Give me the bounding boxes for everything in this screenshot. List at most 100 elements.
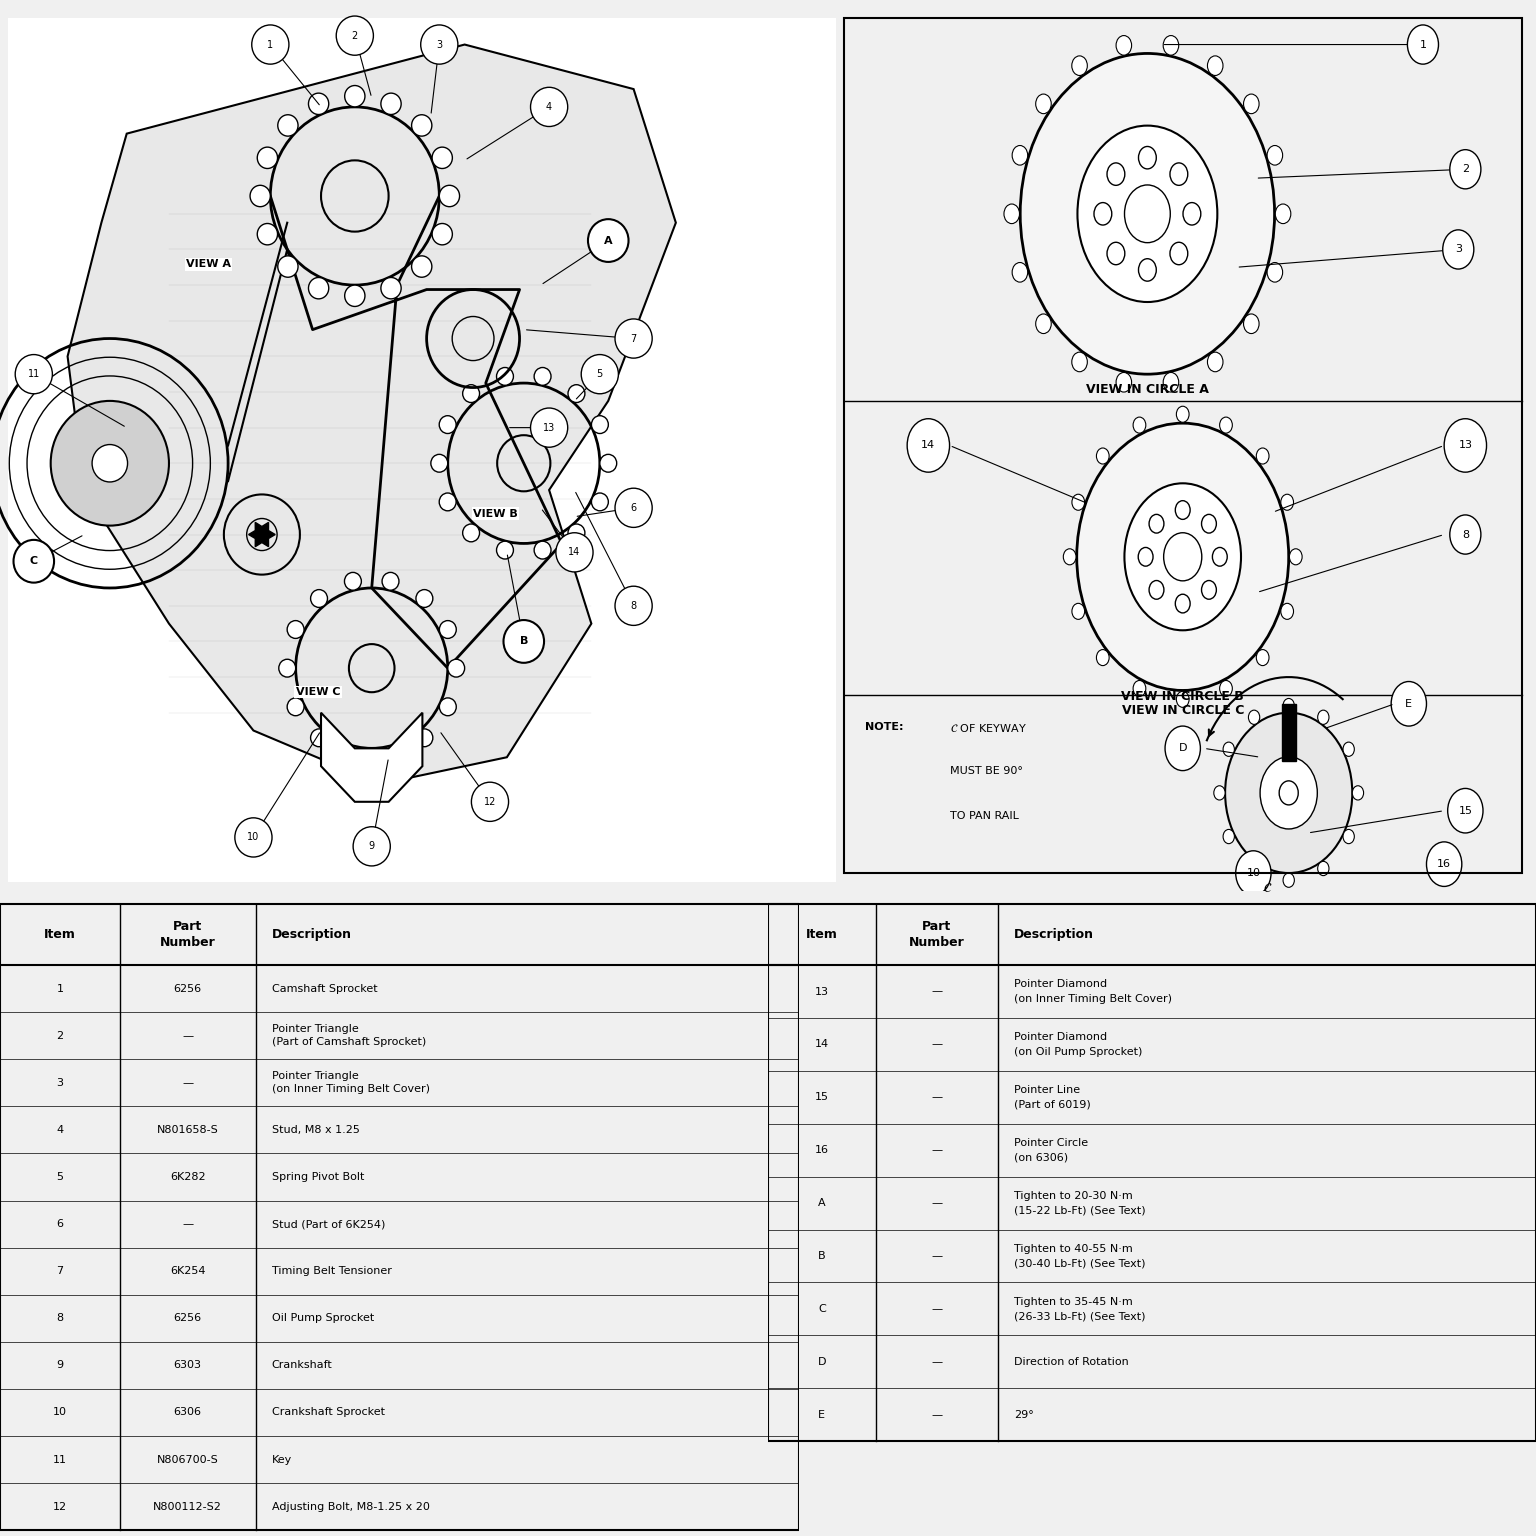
- Circle shape: [1072, 604, 1084, 619]
- Circle shape: [1107, 243, 1124, 264]
- Text: Direction of Rotation: Direction of Rotation: [1014, 1356, 1129, 1367]
- Text: VIEW IN CIRCLE A: VIEW IN CIRCLE A: [1086, 382, 1209, 396]
- Polygon shape: [321, 713, 422, 802]
- Text: (on Oil Pump Sprocket): (on Oil Pump Sprocket): [1014, 1048, 1143, 1057]
- Circle shape: [1407, 25, 1439, 65]
- Text: 13: 13: [544, 422, 554, 433]
- Circle shape: [1020, 54, 1275, 375]
- Circle shape: [1223, 742, 1235, 756]
- Text: Part
Number: Part Number: [160, 920, 215, 949]
- Text: Crankshaft: Crankshaft: [272, 1361, 332, 1370]
- Text: Spring Pivot Bolt: Spring Pivot Bolt: [272, 1172, 364, 1183]
- Circle shape: [591, 493, 608, 511]
- Text: 9: 9: [57, 1361, 63, 1370]
- Text: 16: 16: [814, 1146, 829, 1155]
- Text: Pointer Diamond: Pointer Diamond: [1014, 1032, 1107, 1041]
- Polygon shape: [249, 522, 275, 547]
- Circle shape: [353, 826, 390, 866]
- Circle shape: [278, 115, 298, 137]
- Text: Part
Number: Part Number: [909, 920, 965, 949]
- Circle shape: [1318, 862, 1329, 876]
- Circle shape: [581, 355, 619, 393]
- Text: (Part of Camshaft Sprocket): (Part of Camshaft Sprocket): [272, 1037, 425, 1048]
- Text: —: —: [931, 1198, 943, 1209]
- Circle shape: [1175, 501, 1190, 519]
- Text: 7: 7: [630, 333, 637, 344]
- Bar: [768, 903, 1536, 1441]
- Text: —: —: [931, 1040, 943, 1049]
- Circle shape: [15, 355, 52, 393]
- Circle shape: [1342, 829, 1355, 843]
- Circle shape: [309, 94, 329, 115]
- Circle shape: [1201, 581, 1217, 599]
- Circle shape: [382, 573, 399, 590]
- Circle shape: [1281, 604, 1293, 619]
- Circle shape: [412, 257, 432, 276]
- Text: —: —: [931, 1146, 943, 1155]
- Circle shape: [1267, 146, 1283, 164]
- Text: —: —: [931, 986, 943, 997]
- Text: (15-22 Lb-Ft) (See Text): (15-22 Lb-Ft) (See Text): [1014, 1206, 1146, 1215]
- Text: 13: 13: [814, 986, 829, 997]
- Circle shape: [614, 587, 653, 625]
- Circle shape: [1072, 352, 1087, 372]
- Circle shape: [1134, 418, 1146, 433]
- Text: 10: 10: [1246, 868, 1261, 879]
- Circle shape: [1207, 352, 1223, 372]
- Circle shape: [1164, 533, 1201, 581]
- Text: 14: 14: [922, 441, 935, 450]
- Circle shape: [1138, 258, 1157, 281]
- Circle shape: [252, 25, 289, 65]
- Circle shape: [1267, 263, 1283, 283]
- Text: 5: 5: [596, 369, 604, 379]
- Text: B: B: [819, 1250, 825, 1261]
- Text: 3: 3: [1455, 244, 1462, 255]
- Text: VIEW C: VIEW C: [295, 687, 339, 697]
- Text: Oil Pump Sprocket: Oil Pump Sprocket: [272, 1313, 373, 1324]
- Circle shape: [588, 220, 628, 263]
- Circle shape: [535, 541, 551, 559]
- Text: 1: 1: [57, 983, 63, 994]
- Circle shape: [344, 573, 361, 590]
- Text: NOTE:: NOTE:: [865, 722, 903, 731]
- Circle shape: [439, 186, 459, 207]
- Text: C: C: [29, 556, 38, 567]
- Text: D: D: [1178, 743, 1187, 753]
- Circle shape: [257, 147, 278, 169]
- Text: Timing Belt Tensioner: Timing Belt Tensioner: [272, 1266, 392, 1276]
- Circle shape: [1342, 742, 1355, 756]
- Text: VIEW IN CIRCLE B: VIEW IN CIRCLE B: [1121, 691, 1244, 703]
- Text: 2: 2: [352, 31, 358, 40]
- Text: 6K254: 6K254: [170, 1266, 206, 1276]
- Text: Tighten to 20-30 N·m: Tighten to 20-30 N·m: [1014, 1190, 1132, 1201]
- Circle shape: [309, 278, 329, 300]
- Circle shape: [1012, 263, 1028, 283]
- Circle shape: [1077, 422, 1289, 691]
- Circle shape: [1163, 372, 1178, 392]
- Text: $\mathcal{C}$: $\mathcal{C}$: [1263, 882, 1272, 895]
- Text: (on Inner Timing Belt Cover): (on Inner Timing Belt Cover): [1014, 994, 1172, 1005]
- Circle shape: [1201, 515, 1217, 533]
- Text: 7: 7: [57, 1266, 63, 1276]
- Text: 6K282: 6K282: [170, 1172, 206, 1183]
- Circle shape: [1149, 515, 1164, 533]
- Text: 15: 15: [814, 1092, 829, 1103]
- Circle shape: [1177, 691, 1189, 708]
- Circle shape: [1220, 418, 1232, 433]
- Circle shape: [257, 223, 278, 244]
- Text: 10: 10: [52, 1407, 68, 1418]
- Text: 14: 14: [814, 1040, 829, 1049]
- Circle shape: [1244, 313, 1260, 333]
- Circle shape: [1256, 449, 1269, 464]
- Circle shape: [412, 115, 432, 137]
- Circle shape: [599, 455, 616, 472]
- Circle shape: [472, 782, 508, 822]
- Text: —: —: [183, 1078, 194, 1087]
- Circle shape: [92, 444, 127, 482]
- Circle shape: [344, 86, 366, 108]
- Text: VIEW IN CIRCLE C: VIEW IN CIRCLE C: [1121, 703, 1244, 717]
- Circle shape: [535, 367, 551, 386]
- Circle shape: [1283, 872, 1295, 888]
- Circle shape: [462, 384, 479, 402]
- Polygon shape: [1281, 703, 1296, 760]
